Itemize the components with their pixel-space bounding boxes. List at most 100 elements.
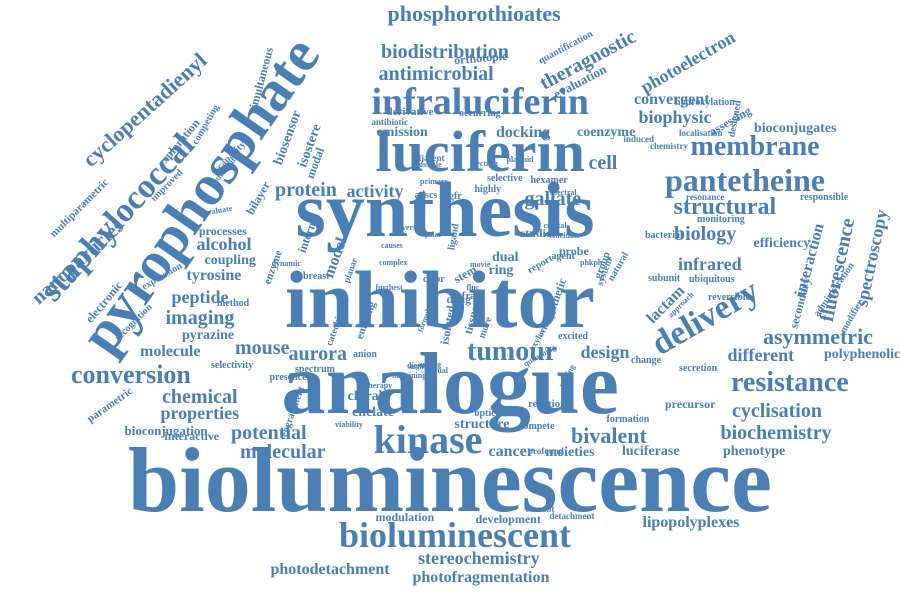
word-egfr: egfr [444,191,462,202]
word-single: single [407,362,425,371]
word-derivative: derivative [386,105,434,118]
word-stereochemistry: stereochemistry [418,548,540,568]
word-diene: diene [407,361,426,370]
word-optical: optical [474,408,504,419]
word-therapy: therapy [365,381,393,390]
word-phosphorothioates: phosphorothioates [387,1,561,26]
word-fluc: fluc [466,283,480,292]
word-selective: selective [487,173,523,184]
word-bioluminescence: bioluminescence [128,429,772,531]
word-potential: potential [231,422,307,444]
word-biology: biology [674,223,737,245]
word-coupling: coupling [204,253,256,268]
word-orthotopic: orthotopic [452,48,508,68]
word-bioconjugation: bioconjugation [124,422,208,438]
word-bivalent: bivalent [571,423,647,448]
word-resistance: resistance [731,367,849,398]
word-primary: primary [420,177,449,186]
word-visual: visual [428,366,449,375]
word-biodistribution: biodistribution [381,41,509,63]
word-gallate: gallate [524,188,582,210]
word-viability: viability [335,420,364,429]
word-profound: profound [528,445,564,456]
word-compete: compete [519,421,555,432]
word-peptide: peptide [171,287,229,307]
word-activity: activity [346,181,404,201]
word-efficiency: efficiency [753,236,811,251]
word-agent: agent [551,251,575,262]
word-subunit: subunit [648,273,681,284]
word-kinase: kinase [373,417,483,462]
word-presence: presence [269,372,307,383]
word-formation: formation [606,414,650,425]
word-change: change [631,355,661,366]
word-monitoring: monitoring [697,214,745,225]
word-asymmetric: asymmetric [763,324,873,349]
word-responsible: responsible [800,192,849,203]
word-color: color [423,274,445,285]
word-bioluminescent: bioluminescent [339,515,572,555]
word-anion: anion [353,349,377,360]
word-tumour: tumour [467,336,558,367]
word-analogue: analogue [281,336,619,433]
word-plasmid: plasmid [506,155,534,164]
word-electron: electron [470,159,498,168]
word-bilayer: bilayer [242,178,274,218]
word-resonance: resonance [686,191,725,202]
word-antibiotic: antibiotic [371,116,409,127]
word-chelate: chelate [352,405,394,420]
word-adjacent: adjacent [411,152,445,163]
word-adscs: adscs [414,190,438,201]
word-molecule: molecule [140,343,201,360]
word-moieties: moieties [545,445,595,460]
word-antimicrobial: antimicrobial [378,63,494,85]
word-selectivity: selectivity [211,360,254,371]
word-interactive: interactive [164,429,220,443]
word-ubiquitous: ubiquitous [689,274,735,285]
word-bacterial: bacterial [645,230,683,241]
word-possible: possible [414,160,442,169]
word-luciferin: luciferin [375,119,585,184]
word-reversible: reversible [708,292,751,303]
word-chemistry: chemistry [650,140,688,151]
word-breast: breast [303,271,330,282]
word-spectral: spectral [549,188,577,197]
word-design: design [580,342,630,362]
word-luciferase: luciferase [622,444,680,459]
word-dual: dual [492,250,519,265]
word-excited: excited [558,331,588,342]
word-different: different [727,345,795,365]
word-hexamer: hexamer [530,175,568,186]
word-precursor: precursor [665,397,716,411]
word-versus: versus [402,223,424,232]
word-analog: analog [418,360,442,369]
word-reaction: reaction [528,397,567,410]
word-imagining: imagining [392,371,427,380]
word-polyphenolic: polyphenolic [824,347,900,362]
word-lipopolyplexes: lipopolyplexes [642,514,740,531]
word-studies: studies [520,226,556,240]
word-highly: highly [474,184,502,195]
word-tyrosine: tyrosine [186,267,242,284]
word-biophysic: biophysic [638,107,712,127]
word-elucidate: elucidate [549,231,581,240]
word-convergent: convergent [634,91,710,108]
word-chemical: chemical [162,386,238,408]
word-development: development [475,512,541,526]
word-infraluciferin: infraluciferin [371,81,589,123]
word-parametric: parametric [84,384,135,425]
word-photofragmentation: photofragmentation [412,569,550,586]
word-biochemistry: biochemistry [720,422,832,444]
word-alcohol: alcohol [196,234,252,254]
word-structural: structural [673,194,777,220]
word-mouse: mouse [235,337,290,359]
word-infra: infra [452,289,476,302]
word-occurring: occurring [459,108,501,119]
word-plane: plane [425,230,442,239]
word-secretion: secretion [679,363,718,374]
word-protein: protein [275,179,337,201]
word-furthest: furthest [375,283,403,292]
word-cyclisation: cyclisation [732,400,822,422]
word-ring: ring [488,263,514,278]
word-structure: structure [454,417,510,432]
